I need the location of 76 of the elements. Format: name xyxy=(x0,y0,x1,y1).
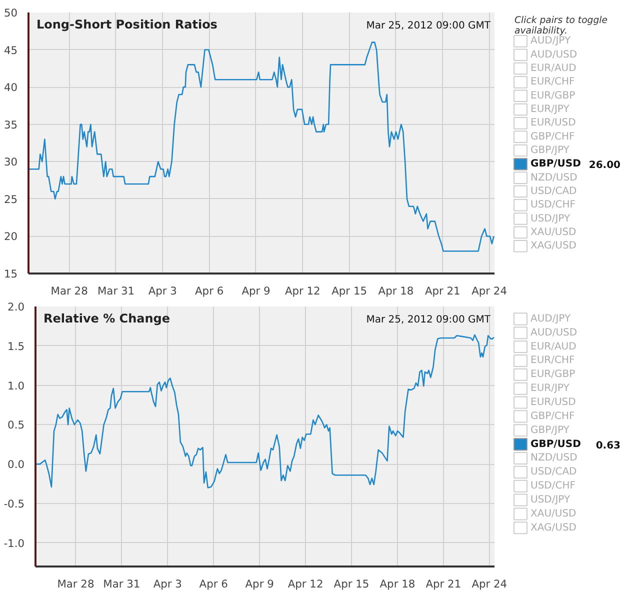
legend-label: EUR/USD xyxy=(530,397,576,408)
legend-label: EUR/GBP xyxy=(530,90,576,102)
legend-label: XAU/USD xyxy=(530,508,577,520)
x-tick-label: Apr 18 xyxy=(378,284,414,298)
y-tick-label: 1.0 xyxy=(8,379,25,392)
x-tick-label: Apr 9 xyxy=(242,284,271,298)
legend-label: GBP/USD xyxy=(530,438,581,450)
y-tick-label: 1.5 xyxy=(8,340,25,353)
legend-label: AUD/JPY xyxy=(530,36,572,47)
legend-label: GBP/CHF xyxy=(530,131,576,142)
x-tick-label: Mar 28 xyxy=(50,284,88,298)
legend-label: XAU/USD xyxy=(530,226,577,238)
legend-label: EUR/AUD xyxy=(530,63,577,74)
y-tick-label: 45 xyxy=(4,44,18,57)
y-tick-label: 50 xyxy=(4,6,18,20)
legend-label: USD/CHF xyxy=(530,200,576,211)
y-tick-label: -1.0 xyxy=(4,536,25,550)
legend-label: GBP/USD xyxy=(530,158,581,170)
x-tick-label: Apr 3 xyxy=(153,578,182,590)
text: 0.63 xyxy=(596,440,621,452)
legend-label: NZD/USD xyxy=(530,172,578,184)
text: 26.00 xyxy=(588,160,621,172)
x-tick-label: Apr 3 xyxy=(148,284,177,298)
legend-label: AUD/USD xyxy=(530,327,578,338)
legend-label: EUR/JPY xyxy=(530,104,570,116)
x-tick-label: Apr 6 xyxy=(199,578,228,590)
x-tick-label: Apr 21 xyxy=(424,284,460,298)
x-tick-label: Apr 15 xyxy=(332,284,368,298)
legend-label: EUR/CHF xyxy=(530,76,575,88)
legend-label: GBP/JPY xyxy=(530,144,570,156)
y-tick-label: 2.0 xyxy=(8,300,25,314)
x-tick-label: Apr 9 xyxy=(245,578,274,590)
y-tick-label: 0.0 xyxy=(8,458,25,472)
line-series xyxy=(36,334,494,488)
x-tick-label: Apr 12 xyxy=(284,284,320,298)
chart-title: Long-Short Position Ratios xyxy=(36,18,218,32)
legend-label: USD/CHF xyxy=(530,480,576,492)
legend-label: EUR/AUD xyxy=(530,341,577,352)
x-tick-label: Apr 18 xyxy=(380,578,416,590)
y-tick-label: 30 xyxy=(4,156,18,169)
y-tick-label: -0.5 xyxy=(4,497,25,510)
y-tick-label: 35 xyxy=(4,118,18,132)
line-series xyxy=(28,42,494,252)
x-tick-label: Apr 24 xyxy=(472,578,508,590)
legend-label: EUR/CHF xyxy=(530,355,575,366)
legend-label: EUR/JPY xyxy=(530,383,570,394)
legend-label: XAG/USD xyxy=(530,522,577,534)
annotation: Mar 25, 2012 09:00 GMT xyxy=(366,314,492,326)
y-tick-label: 25 xyxy=(4,192,18,206)
legend-label: XAG/USD xyxy=(530,240,577,252)
x-tick-label: Apr 21 xyxy=(426,578,462,590)
y-tick-label: 40 xyxy=(4,81,18,94)
x-tick-label: Apr 24 xyxy=(472,284,508,298)
y-tick-label: 0.5 xyxy=(8,418,25,432)
legend-label: USD/JPY xyxy=(530,213,571,224)
text: Relative % Change xyxy=(44,312,170,326)
y-tick-label: 20 xyxy=(4,230,18,244)
x-tick-label: Mar 28 xyxy=(57,578,94,590)
legend-label: USD/CAD xyxy=(530,186,578,197)
legend-label: USD/CAD xyxy=(530,466,578,478)
x-tick-label: Mar 31 xyxy=(103,578,140,590)
legend-label: AUD/JPY xyxy=(530,313,572,324)
legend-label: USD/JPY xyxy=(530,494,571,506)
legend-label: AUD/USD xyxy=(530,49,578,60)
legend-label: GBP/CHF xyxy=(530,410,576,422)
x-tick-label: Apr 6 xyxy=(195,284,224,298)
legend-label: EUR/GBP xyxy=(530,369,576,380)
legend-title: Click pairs to toggle availability. xyxy=(514,15,608,37)
x-tick-label: Apr 12 xyxy=(288,578,324,590)
legend-label: NZD/USD xyxy=(530,452,578,464)
annotation: Mar 25, 2012 09:00 GMT xyxy=(366,20,492,32)
legend-label: GBP/JPY xyxy=(530,424,570,436)
x-tick-label: Apr 15 xyxy=(334,578,370,590)
x-tick-label: Mar 31 xyxy=(97,284,135,298)
y-tick-label: 15 xyxy=(4,268,18,280)
legend-label: EUR/USD xyxy=(530,118,576,129)
